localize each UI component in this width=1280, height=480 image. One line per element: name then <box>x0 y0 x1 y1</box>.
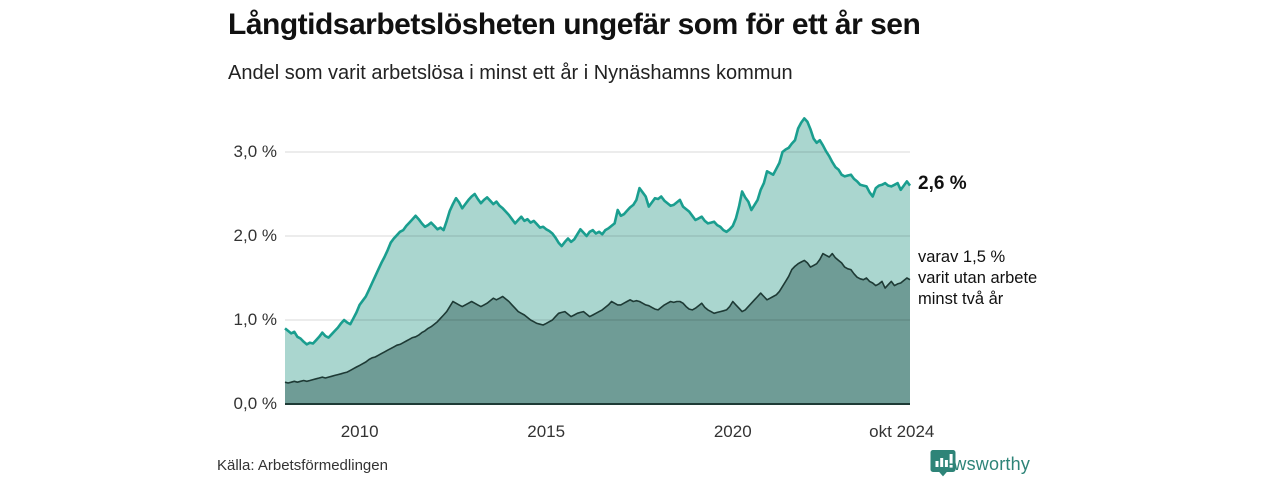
y-tick-label: 2,0 % <box>233 226 277 245</box>
source-note: Källa: Arbetsförmedlingen <box>217 457 388 474</box>
series2-area <box>285 253 910 404</box>
x-tick-label: 2010 <box>340 422 379 441</box>
x-tick-label: okt 2024 <box>869 422 935 441</box>
y-tick-label: 3,0 % <box>233 142 277 161</box>
series1-end-value-label: 2,6 % <box>918 173 967 194</box>
page-title: Långtidsarbetslösheten ungefär som för e… <box>228 8 921 41</box>
x-tick-label: 2015 <box>527 422 566 441</box>
newsworthy-icon <box>930 450 956 477</box>
series2-end-line-2: varit utan arbete <box>918 269 1038 287</box>
series2-end-line-3: minst två år <box>918 290 1004 308</box>
series2-line <box>284 252 911 384</box>
series2-end-line-1: varav 1,5 % <box>918 248 1006 266</box>
y-tick-label: 0,0 % <box>233 394 277 413</box>
y-tick-label: 1,0 % <box>233 310 277 329</box>
chart-subtitle: Andel som varit arbetslösa i minst ett å… <box>228 62 793 84</box>
x-tick-label: 2020 <box>713 422 752 441</box>
series1-line <box>284 117 912 346</box>
series2-end-value-label: varav 1,5 % varit utan arbete minst två … <box>918 247 1037 310</box>
brand-logo: Newsworthy <box>930 449 1030 479</box>
